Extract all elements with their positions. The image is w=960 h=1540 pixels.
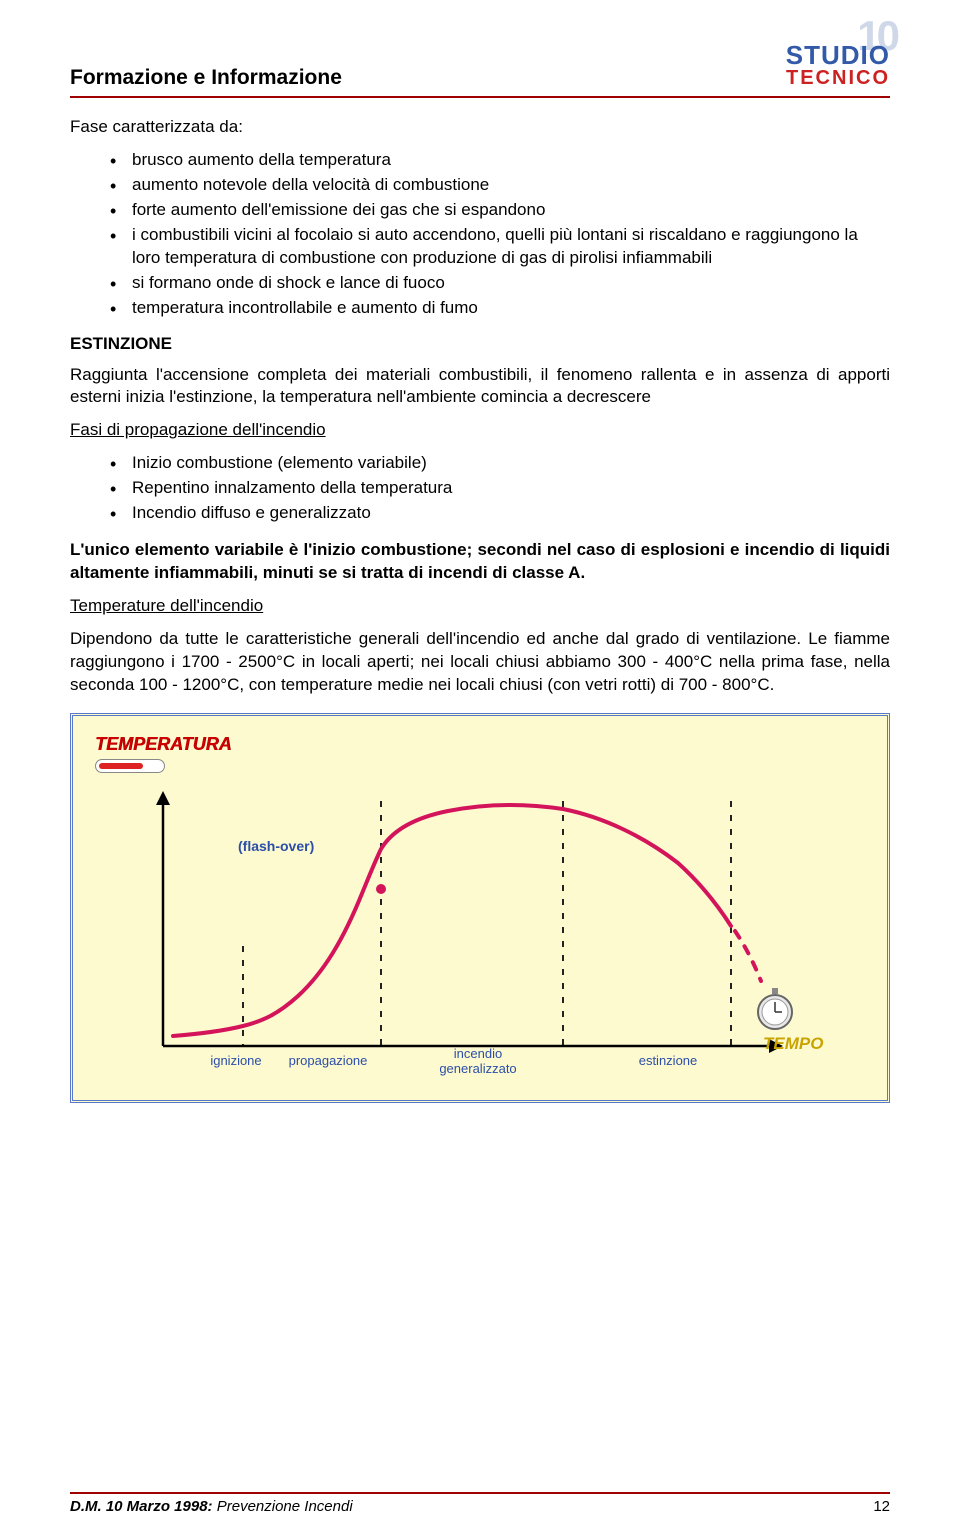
list-item: Repentino innalzamento della temperatura xyxy=(110,477,890,500)
bullets-fasi: Inizio combustione (elemento variabile) … xyxy=(70,452,890,525)
footer-left: D.M. 10 Marzo 1998: Prevenzione Incendi xyxy=(70,1498,353,1515)
bullets-phase: brusco aumento della temperatura aumento… xyxy=(70,149,890,320)
list-item: i combustibili vicini al focolaio si aut… xyxy=(110,224,890,270)
list-item: temperatura incontrollabile e aumento di… xyxy=(110,297,890,320)
header-title: Formazione e Informazione xyxy=(70,66,342,90)
list-item: Inizio combustione (elemento variabile) xyxy=(110,452,890,475)
phase-label: estinzione xyxy=(613,1053,723,1068)
bold-para: L'unico elemento variabile è l'inizio co… xyxy=(70,539,890,585)
chart-y-label: TEMPERATURA xyxy=(95,734,865,755)
phase-label: incendio generalizzato xyxy=(423,1046,533,1076)
fasi-heading: Fasi di propagazione dell'incendio xyxy=(70,419,890,442)
stopwatch-icon xyxy=(753,984,797,1034)
list-item: si formano onde di shock e lance di fuoc… xyxy=(110,272,890,295)
page-header: Formazione e Informazione 10 STUDIO TECN… xyxy=(70,40,890,90)
temp-heading: Temperature dell'incendio xyxy=(70,595,890,618)
fire-phase-chart: TEMPERATURA (flash-over) ignizione propa… xyxy=(70,713,890,1103)
header-divider xyxy=(70,96,890,98)
footer-rest: Prevenzione Incendi xyxy=(213,1498,353,1515)
list-item: Incendio diffuso e generalizzato xyxy=(110,502,890,525)
list-item: forte aumento dell'emissione dei gas che… xyxy=(110,199,890,222)
page-number: 12 xyxy=(873,1498,890,1515)
temp-para: Dipendono da tutte le caratteristiche ge… xyxy=(70,628,890,697)
logo-studio: STUDIO xyxy=(786,40,890,70)
page-footer: D.M. 10 Marzo 1998: Prevenzione Incendi … xyxy=(70,1492,890,1515)
phase-label: propagazione xyxy=(273,1053,383,1068)
list-item: aumento notevole della velocità di combu… xyxy=(110,174,890,197)
estinzione-para: Raggiunta l'accensione completa dei mate… xyxy=(70,364,890,410)
logo: 10 STUDIO TECNICO xyxy=(786,40,890,90)
thermometer-icon xyxy=(95,759,165,773)
list-item: brusco aumento della temperatura xyxy=(110,149,890,172)
chart-svg: (flash-over) xyxy=(103,781,843,1091)
footer-bold: D.M. 10 Marzo 1998: xyxy=(70,1498,213,1515)
estinzione-heading: ESTINZIONE xyxy=(70,334,890,354)
chart-x-label: TEMPO xyxy=(763,1034,823,1054)
svg-text:(flash-over): (flash-over) xyxy=(238,838,314,854)
intro-text: Fase caratterizzata da: xyxy=(70,116,890,139)
footer-divider xyxy=(70,1492,890,1494)
